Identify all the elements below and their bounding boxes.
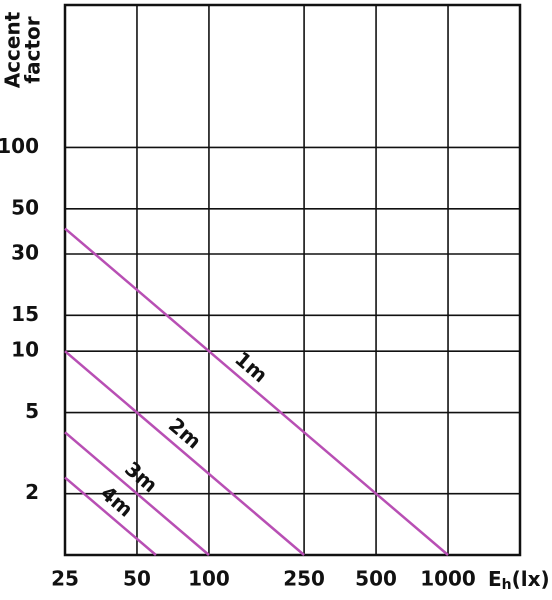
x-tick-label: 100 [188,567,230,591]
x-label-sub: h [502,577,512,593]
series-line [64,350,305,556]
series-label: 1m [230,347,272,388]
x-tick-label: 500 [355,567,397,591]
series-line [64,227,449,556]
y-tick-label: 10 [11,338,39,362]
x-label-base: E [488,567,502,591]
x-tick-label: 50 [123,567,151,591]
x-tick-label: 250 [283,567,325,591]
y-label-line: Accent [1,11,25,88]
series-line [64,476,157,556]
y-label-line: factor [21,16,45,83]
y-tick-label: 50 [11,195,39,219]
y-tick-label: 30 [11,240,39,264]
series-label: 2m [164,413,206,454]
y-axis-label: Accent factor [1,11,45,88]
x-tick-label: 25 [51,567,79,591]
series-label: 4m [96,481,138,522]
y-tick-label: 2 [25,480,39,504]
x-axis-label: Eh(lx) [488,567,550,594]
series-label: 3m [120,457,162,498]
y-tick-label: 100 [0,134,39,158]
y-tick-label: 5 [25,399,39,423]
y-tick-label: 15 [11,302,39,326]
x-tick-label: 1000 [420,567,476,591]
series-line [64,431,210,556]
x-label-rest: (lx) [512,567,550,591]
